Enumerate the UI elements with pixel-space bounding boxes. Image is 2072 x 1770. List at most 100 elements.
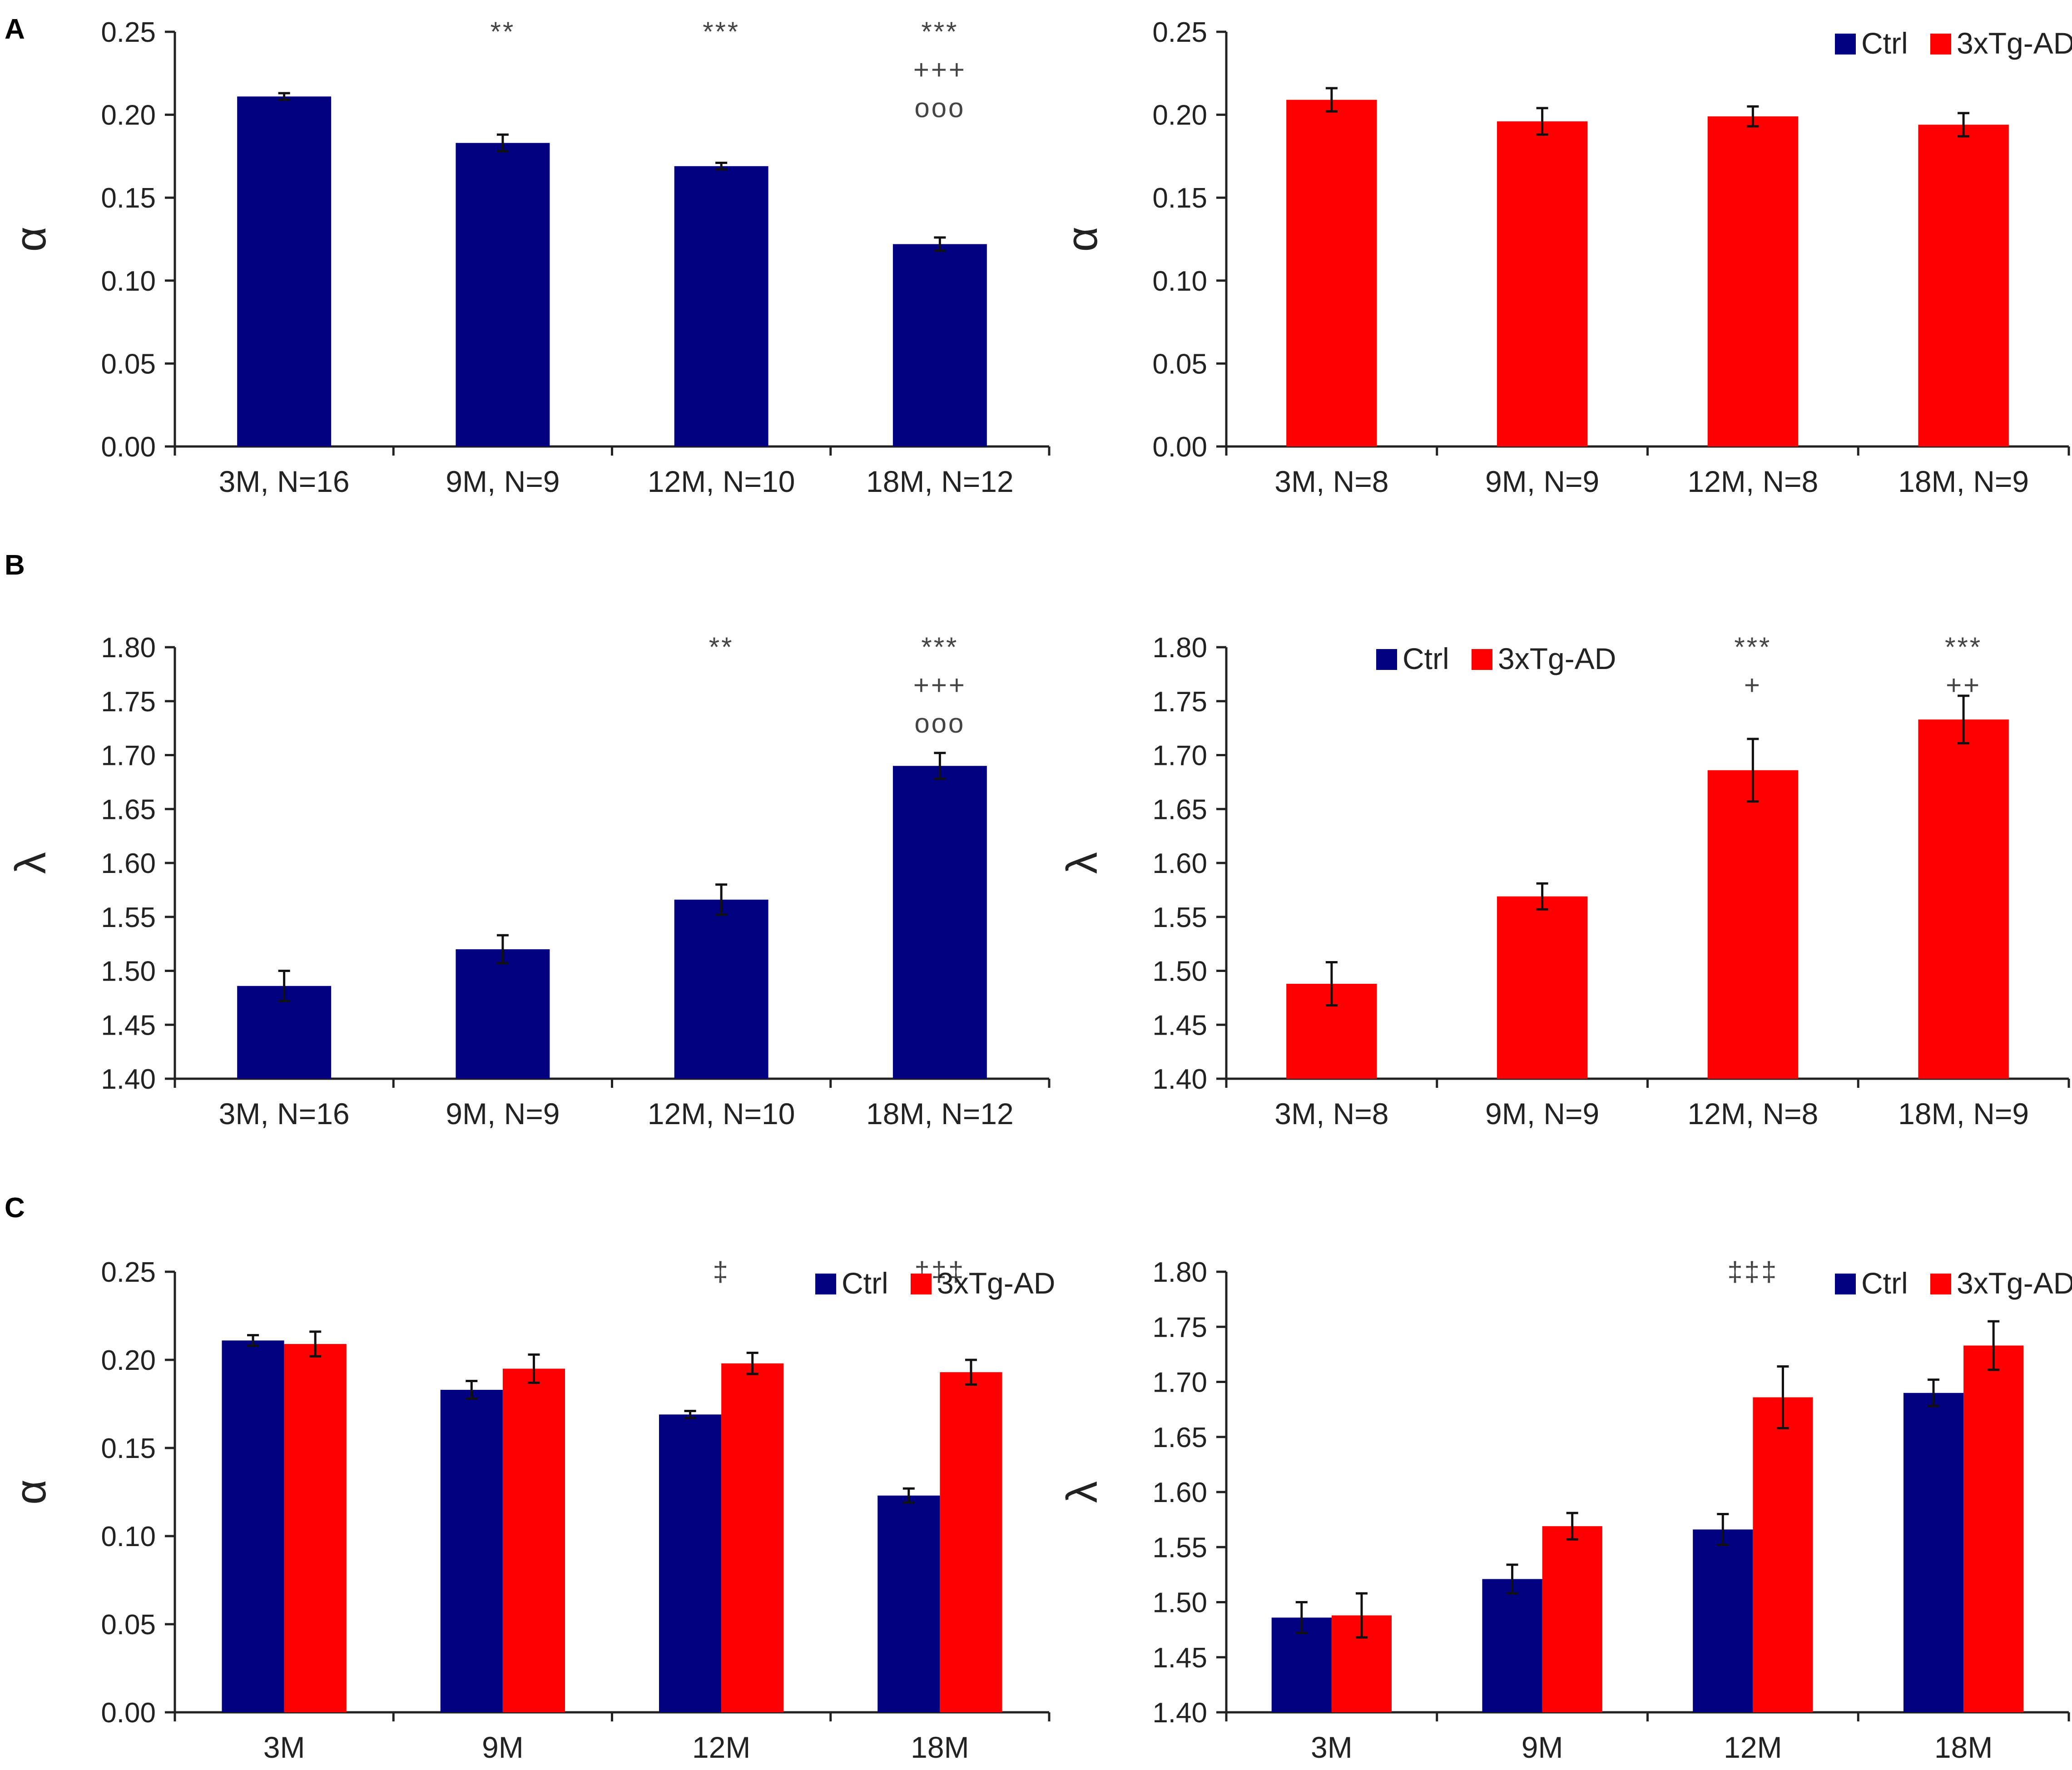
legend: Ctrl 3xTg-AD <box>1835 1266 2072 1300</box>
bar-ctrl <box>892 766 987 1079</box>
y-tick-label: 0.10 <box>1152 266 1207 297</box>
y-tick-label: 0.20 <box>101 100 156 131</box>
y-axis-label: λ <box>1058 1481 1106 1503</box>
chart-B-right: 1.40 1.45 1.50 1.55 1.60 1.65 1.70 1.75 1.80 λ 3M,… <box>1058 632 2070 1130</box>
y-axis-label: α <box>6 227 55 252</box>
category-label: 9M, N=9 <box>1485 1097 1599 1130</box>
y-tick-label: 1.75 <box>101 686 156 718</box>
category-label: 18M, N=12 <box>866 465 1014 498</box>
legend: Ctrl 3xTg-AD <box>1835 26 2072 60</box>
charts-layer: 0.00 0.05 0.10 0.15 0.20 0.25 α 3M, N=16 9M, N=9… <box>6 16 2072 1764</box>
y-tick-label: 1.75 <box>1152 1312 1207 1343</box>
legend: Ctrl 3xTg-AD <box>815 1266 1055 1300</box>
legend-label: Ctrl <box>842 1266 888 1300</box>
y-tick-label: 1.70 <box>101 740 156 772</box>
legend-swatch <box>1930 1274 1951 1294</box>
category-label: 3M <box>263 1730 305 1764</box>
y-tick-label: 1.80 <box>1152 632 1207 664</box>
y-tick-label: 0.15 <box>1152 183 1207 214</box>
y-tick-label: 0.05 <box>1152 348 1207 380</box>
y-tick-label: 1.65 <box>101 794 156 825</box>
y-tick-label: 1.70 <box>1152 1367 1207 1398</box>
y-tick-label: 1.80 <box>1152 1257 1207 1288</box>
panel-label-b: B <box>5 550 25 581</box>
category-label: 12M, N=8 <box>1687 1097 1818 1130</box>
bar-ctrl <box>1482 1579 1542 1712</box>
y-tick-label: 1.50 <box>1152 956 1207 987</box>
chart-A-right: 0.00 0.05 0.10 0.15 0.20 0.25 α 3M, N=8 9M, N=9 1… <box>1058 17 2072 498</box>
category-label: 3M <box>1311 1730 1353 1764</box>
bar-3xtg-ad <box>1497 121 1588 446</box>
y-tick-label: 1.60 <box>101 848 156 879</box>
bar-3xtg-ad <box>1918 719 2009 1079</box>
legend-label: 3xTg-AD <box>1957 26 2072 60</box>
bar-ctrl <box>222 1340 284 1712</box>
significance-marker: *** <box>921 16 958 47</box>
bar-ctrl <box>456 143 550 447</box>
category-label: 12M, N=8 <box>1687 465 1818 498</box>
bar-3xtg-ad <box>1707 116 1799 446</box>
significance-marker: +++ <box>913 55 967 85</box>
bar-ctrl <box>440 1389 503 1712</box>
bar-3xtg-ad <box>1753 1397 1813 1712</box>
category-label: 12M, N=10 <box>648 465 795 498</box>
y-tick-label: 1.70 <box>1152 740 1207 772</box>
legend: Ctrl 3xTg-AD <box>1376 642 1616 675</box>
y-tick-label: 1.75 <box>1152 686 1207 718</box>
y-tick-label: 1.55 <box>101 902 156 933</box>
y-axis-label: α <box>6 1479 55 1505</box>
y-tick-label: 0.15 <box>101 1433 156 1464</box>
y-tick-label: 0.00 <box>101 1697 156 1729</box>
category-label: 9M, N=9 <box>446 465 560 498</box>
bar-3xtg-ad <box>1918 124 2009 447</box>
y-tick-label: 1.80 <box>101 632 156 664</box>
panel-label-c: C <box>5 1192 25 1224</box>
significance-marker: ++ <box>1946 670 1981 700</box>
y-axis-label: α <box>1058 227 1106 252</box>
y-tick-label: 1.60 <box>1152 848 1207 879</box>
y-tick-label: 1.45 <box>1152 1010 1207 1041</box>
chart-A-left: 0.00 0.05 0.10 0.15 0.20 0.25 α 3M, N=16 9M, N=9… <box>6 16 1051 498</box>
legend-swatch <box>1835 1274 1856 1294</box>
y-tick-label: 1.50 <box>1152 1587 1207 1619</box>
category-label: 18M, N=12 <box>866 1097 1014 1130</box>
y-tick-label: 1.65 <box>1152 794 1207 825</box>
legend-label: 3xTg-AD <box>1498 642 1616 675</box>
legend-label: 3xTg-AD <box>1957 1266 2072 1300</box>
y-tick-label: 0.15 <box>101 183 156 214</box>
category-label: 3M, N=8 <box>1274 465 1388 498</box>
y-tick-label: 0.25 <box>101 17 156 48</box>
panel-label-a: A <box>5 14 25 45</box>
y-tick-label: 1.40 <box>101 1064 156 1095</box>
legend-swatch <box>815 1274 836 1294</box>
y-tick-label: 1.45 <box>1152 1642 1207 1674</box>
y-tick-label: 0.00 <box>101 431 156 463</box>
y-tick-label: 1.55 <box>1152 1532 1207 1563</box>
significance-marker: ooo <box>914 708 965 739</box>
significance-marker: + <box>1744 670 1762 700</box>
category-label: 9M <box>1522 1730 1563 1764</box>
legend-swatch <box>1472 649 1492 670</box>
category-label: 3M, N=16 <box>219 465 350 498</box>
category-label: 18M <box>1934 1730 1993 1764</box>
significance-marker: ‡ <box>713 1256 729 1287</box>
significance-marker: ** <box>491 16 516 47</box>
y-tick-label: 0.20 <box>101 1345 156 1376</box>
chart-C-right: 1.40 1.45 1.50 1.55 1.60 1.65 1.70 1.75 1.80 λ 3M 9… <box>1058 1256 2072 1764</box>
y-tick-label: 1.65 <box>1152 1422 1207 1453</box>
y-axis-label: λ <box>1058 852 1106 874</box>
y-tick-label: 0.10 <box>101 266 156 297</box>
legend-label: Ctrl <box>1861 1266 1908 1300</box>
bar-ctrl <box>674 899 768 1079</box>
bar-3xtg-ad <box>1963 1345 2024 1712</box>
category-label: 12M, N=10 <box>648 1097 795 1130</box>
y-tick-label: 0.25 <box>101 1257 156 1288</box>
bar-ctrl <box>877 1495 940 1712</box>
category-label: 9M <box>482 1730 524 1764</box>
y-tick-label: 0.05 <box>101 348 156 380</box>
category-label: 12M <box>692 1730 750 1764</box>
legend-swatch <box>1835 34 1856 55</box>
category-label: 9M, N=9 <box>446 1097 560 1130</box>
category-label: 18M, N=9 <box>1898 465 2029 498</box>
